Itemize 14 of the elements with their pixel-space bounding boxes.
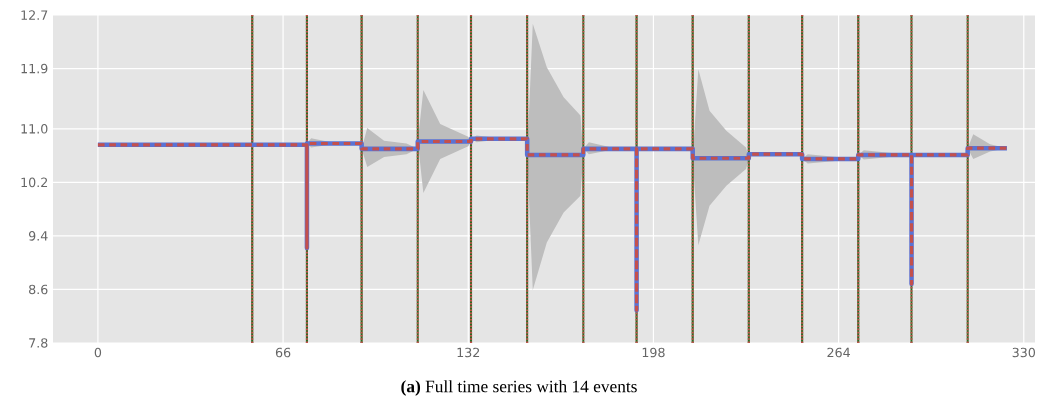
y-tick-label: 9.4 xyxy=(28,231,48,241)
y-tick-label: 11.9 xyxy=(21,63,48,74)
y-tick-label: 11.0 xyxy=(21,123,48,134)
y-tick-label: 10.2 xyxy=(21,177,48,188)
x-tick-label: 0 xyxy=(94,347,102,358)
x-tick-label: 66 xyxy=(275,347,291,358)
y-tick-label: 8.6 xyxy=(29,284,48,295)
text: (a) Full time series with 14 events xyxy=(401,380,637,396)
x-tick-label: 330 xyxy=(1012,347,1036,358)
x-tick-label: 132 xyxy=(457,347,480,358)
x-tick-label: 198 xyxy=(642,347,665,358)
y-tick-label: 7.8 xyxy=(29,338,48,348)
y-tick-label: 12.7 xyxy=(21,10,48,20)
x-tick-label: 264 xyxy=(827,347,850,358)
